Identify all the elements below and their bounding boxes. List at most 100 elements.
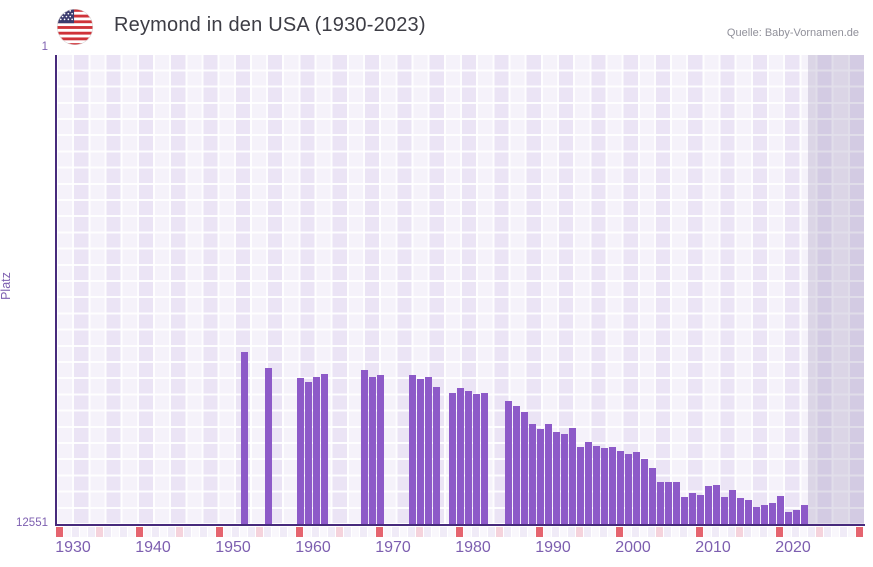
year-marker-2029 (848, 527, 855, 537)
bar-1981[interactable] (464, 390, 472, 525)
bar-2002[interactable] (632, 451, 640, 525)
bar-1960[interactable] (296, 378, 304, 525)
bar-2023[interactable] (800, 504, 808, 525)
year-marker-1949 (208, 527, 215, 537)
bar-1974[interactable] (408, 375, 416, 525)
bar-2018[interactable] (760, 504, 768, 525)
bar-1980[interactable] (456, 388, 464, 525)
bar-2011[interactable] (704, 486, 712, 525)
bar-1996[interactable] (584, 441, 592, 525)
year-marker-2027 (832, 527, 839, 537)
bar-1993[interactable] (560, 433, 568, 525)
bar-2022[interactable] (792, 509, 800, 525)
year-marker-2006 (664, 527, 671, 537)
bar-1989[interactable] (528, 424, 536, 525)
x-tick-2000: 2000 (615, 539, 651, 556)
bar-2003[interactable] (640, 459, 648, 525)
year-marker-1989 (528, 527, 535, 537)
bar-1988[interactable] (520, 411, 528, 525)
bar-1998[interactable] (600, 447, 608, 525)
bar-1991[interactable] (544, 424, 552, 525)
bar-1987[interactable] (512, 405, 520, 525)
bar-1983[interactable] (480, 393, 488, 525)
bar-1992[interactable] (552, 431, 560, 525)
y-axis-bottom-tick: 12551 (16, 517, 48, 529)
bar-1956[interactable] (264, 368, 272, 525)
year-marker-2009 (688, 527, 695, 537)
bar-2015[interactable] (736, 498, 744, 525)
year-marker-1934 (88, 527, 95, 537)
year-marker-1985 (496, 527, 503, 537)
bar-1999[interactable] (608, 446, 616, 525)
bar-1979[interactable] (448, 392, 456, 525)
y-axis-line (55, 55, 57, 526)
year-marker-2016 (744, 527, 751, 537)
bar-2016[interactable] (744, 499, 752, 525)
bar-2020[interactable] (776, 495, 784, 525)
year-marker-1948 (200, 527, 207, 537)
year-marker-1988 (520, 527, 527, 537)
year-marker-2026 (824, 527, 831, 537)
bar-1968[interactable] (360, 369, 368, 525)
year-marker-2001 (624, 527, 631, 537)
year-marker-1977 (432, 527, 439, 537)
year-marker-2010 (696, 527, 703, 537)
bar-2005[interactable] (656, 481, 664, 525)
bar-2010[interactable] (696, 494, 704, 525)
year-marker-1946 (184, 527, 191, 537)
year-marker-1947 (192, 527, 199, 537)
x-tick-1980: 1980 (455, 539, 491, 556)
year-marker-1974 (408, 527, 415, 537)
bar-1990[interactable] (536, 429, 544, 525)
year-marker-2002 (632, 527, 639, 537)
plot-area (56, 55, 864, 525)
bar-2012[interactable] (712, 485, 720, 525)
year-marker-1970 (376, 527, 383, 537)
bar-1963[interactable] (320, 374, 328, 525)
year-marker-1932 (72, 527, 79, 537)
bar-2007[interactable] (672, 482, 680, 525)
bar-1961[interactable] (304, 382, 312, 525)
year-marker-1965 (336, 527, 343, 537)
year-marker-1950 (216, 527, 223, 537)
future-years-shaded-region (808, 55, 864, 525)
bar-2001[interactable] (624, 454, 632, 525)
bar-1982[interactable] (472, 394, 480, 525)
bar-1970[interactable] (376, 374, 384, 525)
year-marker-1961 (304, 527, 311, 537)
bar-2019[interactable] (768, 503, 776, 525)
bar-1977[interactable] (432, 386, 440, 525)
year-marker-1971 (384, 527, 391, 537)
bar-2021[interactable] (784, 512, 792, 525)
x-tick-1970: 1970 (375, 539, 411, 556)
bar-1962[interactable] (312, 376, 320, 525)
year-marker-2018 (760, 527, 767, 537)
year-marker-1968 (360, 527, 367, 537)
year-marker-2007 (672, 527, 679, 537)
year-marker-1963 (320, 527, 327, 537)
bar-2014[interactable] (728, 489, 736, 525)
bar-2000[interactable] (616, 451, 624, 525)
year-marker-1940 (136, 527, 143, 537)
bar-1995[interactable] (576, 446, 584, 525)
year-marker-1976 (424, 527, 431, 537)
x-axis-tick-labels: 1930 1940 1950 1960 1970 1980 1990 2000 2010 2020 (55, 539, 864, 559)
y-axis-label: Platz (0, 272, 13, 300)
bar-1969[interactable] (368, 377, 376, 525)
year-marker-1938 (120, 527, 127, 537)
year-marker-1987 (512, 527, 519, 537)
bar-1997[interactable] (592, 445, 600, 525)
bar-1975[interactable] (416, 379, 424, 525)
bar-2017[interactable] (752, 506, 760, 525)
bar-2009[interactable] (688, 492, 696, 525)
bar-1953[interactable] (240, 352, 248, 525)
bar-1986[interactable] (504, 401, 512, 525)
bar-1994[interactable] (568, 428, 576, 525)
bar-2004[interactable] (648, 467, 656, 525)
bar-1976[interactable] (424, 376, 432, 525)
x-tick-1930: 1930 (55, 539, 91, 556)
bar-2008[interactable] (680, 496, 688, 525)
year-marker-1995 (576, 527, 583, 537)
bar-2013[interactable] (720, 496, 728, 525)
bar-2006[interactable] (664, 482, 672, 525)
